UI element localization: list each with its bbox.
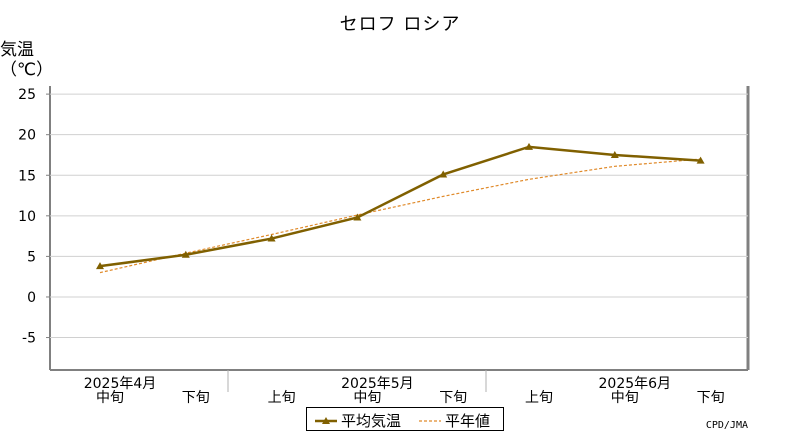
series-line-mean — [99, 145, 701, 268]
y-tick-label: -5 — [22, 331, 36, 347]
data-point-mean — [353, 213, 362, 221]
series-line-normal — [99, 158, 701, 274]
legend-label-normal: 平年値 — [445, 412, 491, 430]
legend-label-mean: 平均気温 — [341, 412, 402, 430]
legend-swatch-normal — [419, 419, 441, 422]
x-tick-month-label: 2025年4月 — [84, 376, 157, 392]
data-point-mean — [610, 150, 619, 158]
y-tick-label: 5 — [27, 249, 36, 265]
x-tick-dekad-label: 下旬 — [182, 390, 210, 406]
x-tick-dekad-label: 中旬 — [611, 390, 639, 406]
x-tick-dekad-label: 上旬 — [525, 390, 553, 406]
data-point-mean — [525, 142, 533, 150]
y-tick-label: 20 — [18, 128, 36, 144]
chart-title: セロフ ロシア — [339, 14, 461, 35]
x-tick-dekad-label: 下旬 — [697, 390, 725, 406]
y-tick-label: 25 — [18, 87, 36, 103]
legend-item-normal: 平年値 — [419, 410, 490, 431]
y-tick-label: 0 — [27, 290, 36, 306]
data-point-mean — [696, 156, 705, 164]
x-tick-month-label: 2025年6月 — [599, 376, 672, 392]
x-tick-dekad-label: 下旬 — [439, 390, 467, 406]
data-point-mean — [267, 234, 276, 242]
data-point-mean — [96, 262, 104, 270]
y-tick-label: 10 — [18, 209, 36, 225]
x-tick-month-label: 2025年5月 — [341, 376, 414, 392]
y-axis-label: 気温 （℃） — [0, 40, 53, 80]
legend: 平均気温 平年値 — [306, 407, 504, 431]
y-axis-label-text: 気温 （℃） — [0, 40, 54, 80]
credit-text: CPD/JMA — [705, 420, 748, 431]
legend-swatch-mean — [315, 416, 337, 424]
x-tick-dekad-label: 中旬 — [96, 390, 124, 406]
y-tick-label: 15 — [18, 168, 36, 184]
x-tick-dekad-label: 中旬 — [353, 390, 381, 406]
data-point-mean — [439, 170, 448, 178]
x-tick-dekad-label: 上旬 — [268, 390, 296, 406]
legend-item-mean: 平均気温 — [315, 410, 401, 431]
data-point-mean — [181, 250, 190, 258]
